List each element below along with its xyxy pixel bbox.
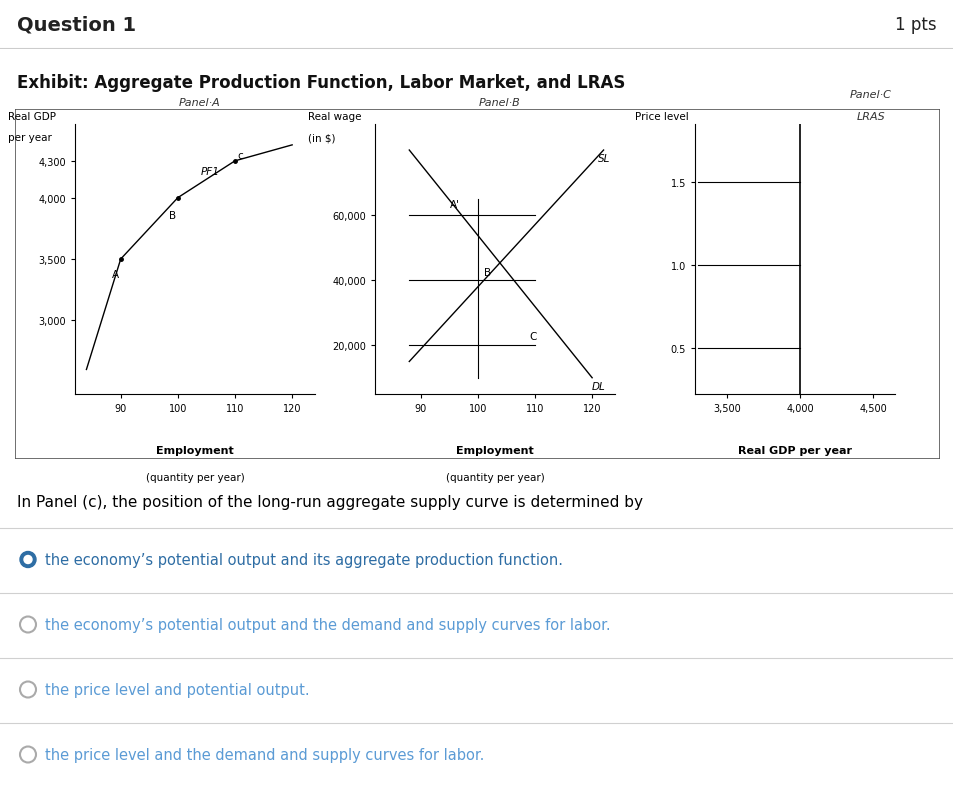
Text: C: C [529,331,537,341]
Circle shape [20,551,36,568]
Text: (in $): (in $) [308,133,335,143]
Text: A: A [112,270,118,280]
Text: Employment: Employment [456,446,534,456]
Text: LRAS: LRAS [856,111,884,122]
Text: Panel·C: Panel·C [849,90,891,100]
Text: Question 1: Question 1 [17,15,136,34]
Text: SL: SL [598,154,610,164]
Text: B: B [169,211,175,221]
Text: the price level and potential output.: the price level and potential output. [45,682,310,697]
Text: Exhibit: Aggregate Production Function, Labor Market, and LRAS: Exhibit: Aggregate Production Function, … [17,74,625,92]
Text: per year: per year [8,133,51,143]
Text: Real wage: Real wage [308,111,361,122]
Text: the price level and the demand and supply curves for labor.: the price level and the demand and suppl… [45,747,484,762]
Text: PF1: PF1 [200,167,219,177]
Text: DL: DL [592,381,605,392]
Text: the economy’s potential output and its aggregate production function.: the economy’s potential output and its a… [45,552,562,568]
Text: A': A' [450,200,459,210]
Text: c: c [237,151,243,161]
Text: Panel·A: Panel·A [179,98,220,108]
Text: 1 pts: 1 pts [894,16,936,34]
Text: Real GDP per year: Real GDP per year [738,446,851,456]
Text: (quantity per year): (quantity per year) [146,473,244,483]
Text: B: B [483,268,490,278]
Text: In Panel (c), the position of the long-run aggregate supply curve is determined : In Panel (c), the position of the long-r… [17,495,642,510]
Circle shape [24,556,32,564]
Text: Panel·B: Panel·B [478,98,520,108]
Text: (quantity per year): (quantity per year) [445,473,544,483]
Text: the economy’s potential output and the demand and supply curves for labor.: the economy’s potential output and the d… [45,617,610,633]
Text: Price level: Price level [635,111,688,122]
Text: Employment: Employment [156,446,233,456]
Text: Real GDP: Real GDP [8,111,55,122]
